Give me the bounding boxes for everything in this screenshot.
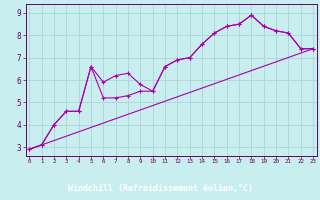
Text: Windchill (Refroidissement éolien,°C): Windchill (Refroidissement éolien,°C) bbox=[68, 184, 252, 193]
